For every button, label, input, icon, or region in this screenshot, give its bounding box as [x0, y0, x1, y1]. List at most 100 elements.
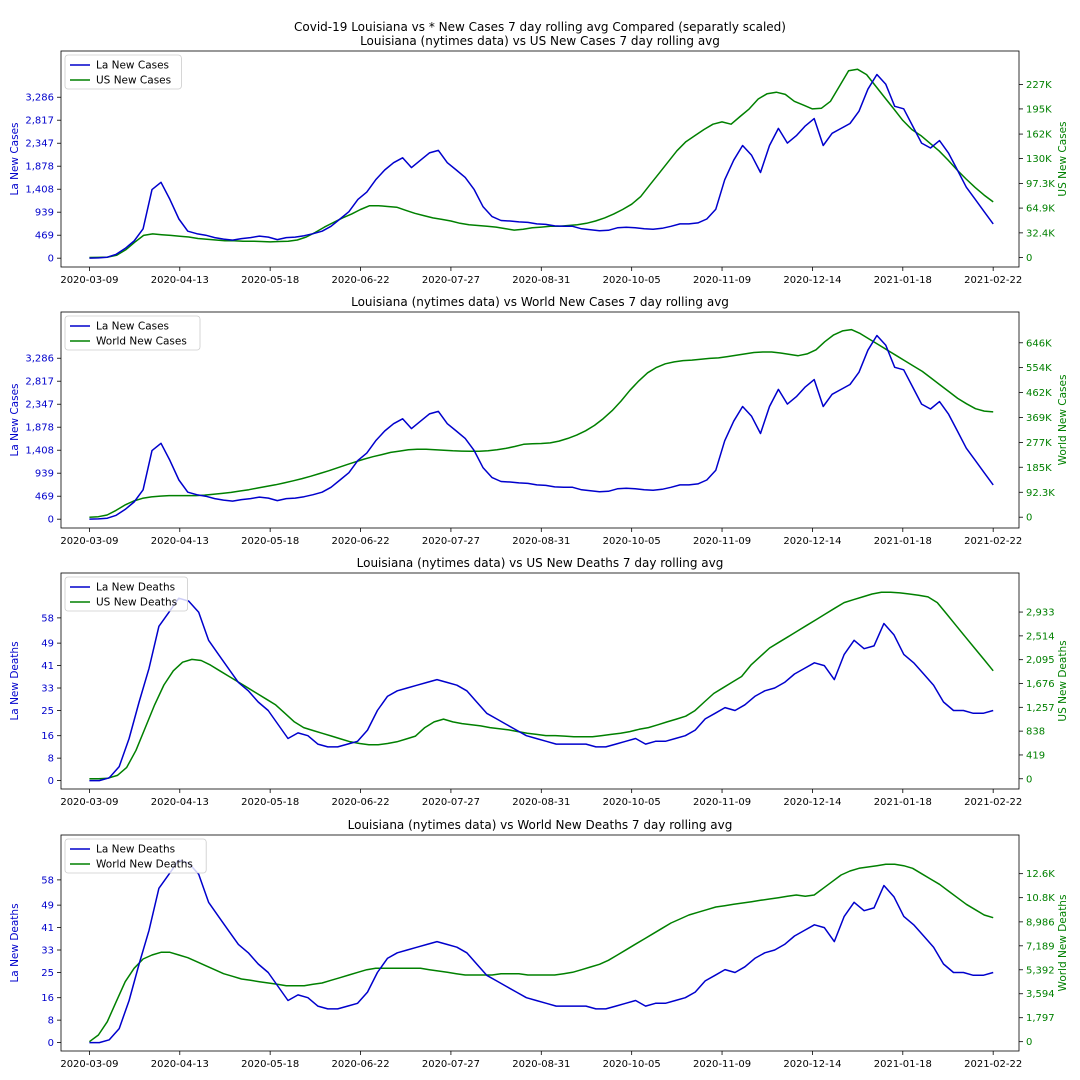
right-tick-label: 185K [1026, 463, 1052, 474]
x-tick-label: 2020-07-27 [422, 797, 480, 808]
left-tick-label: 16 [41, 731, 54, 742]
series-line-us-new-deaths [89, 591, 994, 780]
chart-title: Louisiana (nytimes data) vs US New Death… [357, 556, 724, 570]
right-tick-label: 7,189 [1026, 941, 1055, 952]
x-tick-label: 2020-10-05 [603, 536, 661, 547]
x-tick-label: 2020-06-22 [331, 1059, 389, 1070]
plot-frame [60, 50, 1020, 268]
right-tick-label: 2,933 [1026, 608, 1055, 619]
right-tick-label: 369K [1026, 413, 1052, 424]
left-tick-label: 58 [41, 613, 54, 624]
series-line-la-new-deaths [89, 859, 994, 1044]
right-tick-label: 10.8K [1026, 893, 1055, 904]
left-axis-label: La New Cases [9, 122, 21, 195]
legend-entry: US New Cases [96, 75, 171, 87]
right-tick-label: 195K [1026, 104, 1052, 115]
plot-frame [60, 572, 1020, 790]
right-tick-label: 646K [1026, 338, 1052, 349]
right-tick-label: 2,514 [1026, 631, 1055, 642]
x-tick-label: 2021-01-18 [874, 1059, 932, 1070]
x-tick-label: 2020-10-05 [603, 797, 661, 808]
right-tick-label: 0 [1026, 253, 1032, 264]
left-tick-label: 49 [41, 639, 54, 650]
right-tick-label: 0 [1026, 774, 1032, 785]
right-tick-label: 12.6K [1026, 869, 1055, 880]
right-tick-label: 92.3K [1026, 488, 1055, 499]
left-tick-label: 0 [48, 776, 54, 787]
x-tick-label: 2020-11-09 [693, 275, 751, 286]
x-tick-label: 2021-01-18 [874, 536, 932, 547]
left-tick-label: 1,408 [25, 185, 54, 196]
x-tick-label: 2020-04-13 [151, 797, 209, 808]
series-line-world-new-cases [89, 328, 994, 518]
left-tick-label: 0 [48, 515, 54, 526]
right-tick-label: 227K [1026, 80, 1052, 91]
x-tick-label: 2020-12-14 [783, 536, 841, 547]
x-tick-label: 2020-05-18 [241, 1059, 299, 1070]
x-tick-label: 2020-04-13 [151, 1059, 209, 1070]
left-axis-label: La New Deaths [9, 903, 21, 982]
x-tick-label: 2020-12-14 [783, 797, 841, 808]
right-tick-label: 2,095 [1026, 655, 1055, 666]
left-tick-label: 25 [41, 706, 54, 717]
x-tick-label: 2020-05-18 [241, 536, 299, 547]
left-tick-label: 469 [35, 492, 54, 503]
legend-box [64, 315, 201, 351]
legend-entry: World New Cases [96, 336, 187, 348]
right-tick-label: 838 [1026, 727, 1045, 738]
x-tick-label: 2021-01-18 [874, 275, 932, 286]
x-tick-label: 2020-11-09 [693, 797, 751, 808]
x-tick-label: 2020-07-27 [422, 1059, 480, 1070]
right-tick-label: 97.3K [1026, 179, 1055, 190]
left-tick-label: 3,286 [25, 354, 54, 365]
left-tick-label: 0 [48, 254, 54, 265]
x-tick-label: 2020-12-14 [783, 275, 841, 286]
legend: La New Cases US New Cases [64, 54, 182, 90]
chart-title: Louisiana (nytimes data) vs US New Cases… [360, 34, 720, 48]
legend-entry: World New Deaths [96, 859, 193, 871]
left-tick-label: 33 [41, 684, 54, 695]
left-tick-label: 3,286 [25, 93, 54, 104]
x-tick-label: 2020-03-09 [60, 797, 118, 808]
legend-box [64, 54, 182, 90]
legend-box [64, 838, 207, 874]
right-tick-label: 0 [1026, 1037, 1032, 1048]
x-tick-label: 2021-02-22 [964, 275, 1022, 286]
legend-entry: US New Deaths [96, 597, 177, 609]
left-tick-label: 8 [48, 1016, 54, 1027]
right-tick-label: 1,797 [1026, 1013, 1055, 1024]
x-tick-label: 2020-08-31 [512, 1059, 570, 1070]
x-tick-label: 2020-10-05 [603, 275, 661, 286]
right-axis-label: US New Deaths [1057, 640, 1069, 721]
legend: La New Deaths US New Deaths [64, 576, 188, 612]
x-tick-label: 2021-02-22 [964, 536, 1022, 547]
x-tick-label: 2020-11-09 [693, 1059, 751, 1070]
x-tick-label: 2020-05-18 [241, 797, 299, 808]
right-tick-label: 462K [1026, 388, 1052, 399]
x-tick-label: 2021-02-22 [964, 1059, 1022, 1070]
series-line-la-new-deaths [89, 597, 994, 782]
chart-panel-4: Louisiana (nytimes data) vs World New De… [9, 818, 1069, 1070]
right-tick-label: 130K [1026, 154, 1052, 165]
left-axis-label: La New Cases [9, 383, 21, 456]
legend-entry: La New Deaths [96, 844, 175, 856]
right-axis-label: US New Cases [1057, 121, 1069, 196]
left-tick-label: 25 [41, 968, 54, 979]
x-tick-label: 2020-04-13 [151, 536, 209, 547]
left-tick-label: 2,817 [25, 116, 54, 127]
left-tick-label: 469 [35, 231, 54, 242]
series-line-la-new-cases [89, 73, 994, 259]
chart-title: Louisiana (nytimes data) vs World New Ca… [351, 295, 729, 309]
left-tick-label: 41 [41, 923, 54, 934]
right-tick-label: 162K [1026, 130, 1052, 141]
plot-frame [60, 834, 1020, 1052]
right-tick-label: 64.9K [1026, 204, 1055, 215]
legend-entry: La New Cases [96, 321, 169, 333]
x-tick-label: 2020-12-14 [783, 1059, 841, 1070]
right-tick-label: 1,676 [1026, 679, 1055, 690]
left-tick-label: 0 [48, 1038, 54, 1049]
x-tick-label: 2020-06-22 [331, 797, 389, 808]
x-tick-label: 2020-03-09 [60, 536, 118, 547]
left-tick-label: 2,347 [25, 400, 54, 411]
x-tick-label: 2020-07-27 [422, 275, 480, 286]
